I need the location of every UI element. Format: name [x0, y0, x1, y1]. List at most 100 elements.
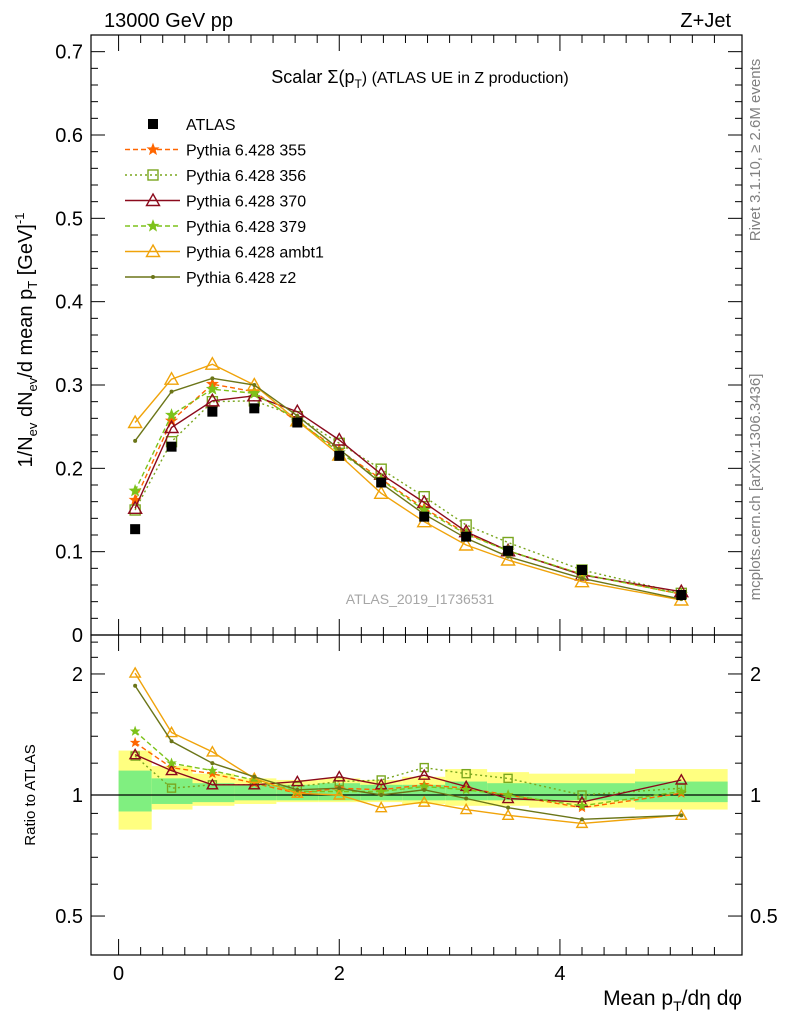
marker-triangle — [205, 778, 219, 790]
legend-label: Pythia 6.428 379 — [186, 219, 306, 236]
marker-dot — [169, 739, 174, 744]
y-tick-label: 0 — [72, 625, 83, 647]
main-panel: Scalar Σ(pT) (ATLAS UE in Z production) … — [12, 67, 569, 607]
band-green-bin — [192, 783, 235, 803]
marker-triangle — [575, 816, 589, 829]
ratio-y-tick-label-right: 0.5 — [750, 906, 778, 928]
marker-star — [166, 761, 177, 773]
marker-dot — [210, 376, 215, 381]
atlas-point — [577, 565, 588, 575]
marker-triangle — [373, 485, 389, 500]
ratio-ylabel: Ratio to ATLAS — [22, 744, 39, 845]
ylabel-g: [GeV] — [15, 224, 37, 281]
marker-triangle — [331, 432, 347, 446]
marker-triangle — [247, 778, 261, 790]
xlabel-a: Mean p — [603, 987, 673, 1010]
marker-triangle — [165, 725, 178, 738]
marker-triangle — [500, 552, 516, 566]
xlabel-b: T — [673, 998, 682, 1014]
marker-triangle — [674, 773, 688, 785]
marker-square — [334, 776, 344, 787]
marker-triangle — [574, 573, 590, 588]
marker-triangle — [204, 356, 221, 370]
atlas-point — [461, 531, 472, 542]
marker-star — [675, 785, 687, 797]
marker-star — [206, 764, 218, 776]
marker-dot — [210, 761, 215, 766]
marker-dot — [169, 389, 174, 394]
marker-triangle — [165, 763, 178, 776]
energy-label: 13000 GeV pp — [104, 10, 233, 32]
marker-triangle — [163, 371, 180, 385]
marker-square — [461, 768, 471, 779]
marker-triangle — [458, 537, 474, 551]
rivet-label: Rivet 3.1.10, ≥ 2.6M events — [747, 59, 764, 242]
marker-square — [503, 773, 513, 784]
marker-dot — [337, 786, 342, 791]
process-label: Z+Jet — [680, 10, 731, 32]
marker-square — [166, 783, 177, 793]
main-y-axis: 0 0.1 0.2 0.3 0.4 0.5 0.6 0.7 — [55, 42, 742, 647]
analysis-watermark: ATLAS_2019_I1736531 — [346, 591, 495, 607]
marker-dot — [679, 813, 684, 818]
x-axis: 0 2 4 — [113, 35, 715, 985]
ratio-y-axis: 0.5 0.5 1 1 2 2 — [55, 641, 778, 956]
x-tick-label: 0 — [113, 963, 124, 985]
title-rest: ) (ATLAS UE in Z production) — [362, 70, 569, 87]
marker-dot — [379, 793, 384, 797]
marker-triangle — [128, 666, 142, 678]
marker-star — [146, 219, 160, 232]
title-main: Scalar Σ(p — [271, 67, 354, 87]
chart-marks: 0 0.1 0.2 0.3 0.4 0.5 0.6 0.7 0 2 4 0.5 0.5 1 1 2 2 ATLAS… — [55, 34, 778, 985]
marker-star — [205, 382, 219, 395]
xlabel-c: /dη dφ — [682, 987, 742, 1010]
atlas-point — [419, 511, 430, 522]
atlas-point — [207, 406, 218, 417]
y-tick-label: 0.5 — [55, 208, 83, 230]
marker-dot — [580, 817, 585, 822]
ratio-line — [134, 685, 682, 821]
legend-entry-1: Pythia 6.428 355 — [125, 143, 306, 160]
marker-triangle — [501, 808, 515, 821]
x-tick-label: 2 — [334, 963, 345, 985]
marker-star — [129, 725, 141, 736]
marker-triangle — [145, 192, 161, 207]
legend-entry-6: Pythia 6.428 z2 — [125, 270, 296, 287]
marker-triangle — [332, 770, 346, 782]
marker-dot — [151, 275, 155, 279]
marker-triangle — [127, 500, 143, 515]
marker-dot — [252, 774, 257, 779]
atlas-point — [676, 590, 687, 600]
mcplots-label: mcplots.cern.ch [arXiv:1306.3436] — [747, 374, 764, 601]
y-tick-label: 0.3 — [55, 375, 83, 397]
marker-triangle — [417, 795, 431, 807]
marker-dot — [295, 787, 300, 792]
ratio-line — [134, 755, 682, 796]
main-ylabel: 1/Nev dNev/d mean pT [GeV]-1 — [12, 213, 40, 468]
x-tick-label: 4 — [554, 963, 565, 985]
band-green-bin — [234, 784, 277, 801]
ylabel-e: /d mean p — [15, 289, 37, 378]
atlas-point — [334, 450, 345, 461]
marker-triangle — [417, 768, 431, 780]
legend: ATLAS Pythia 6.428 355 Pythia 6.428 356 Pyt… — [125, 117, 324, 287]
main-series-3 — [127, 387, 690, 598]
marker-star — [129, 736, 141, 748]
marker-square — [376, 775, 386, 785]
marker-dot — [133, 438, 138, 443]
marker-dot — [337, 447, 342, 452]
legend-label: Pythia 6.428 z2 — [186, 270, 296, 287]
marker-star — [206, 768, 218, 779]
marker-triangle — [127, 414, 143, 429]
ylabel-d: ev — [25, 377, 40, 391]
series-line — [134, 395, 682, 593]
atlas-data-points — [130, 403, 687, 600]
marker-triangle — [204, 392, 221, 407]
atlas-point — [292, 417, 303, 428]
marker-star — [460, 784, 472, 795]
ratio-xlabel: Mean pT/dη dφ — [603, 987, 742, 1014]
marker-square — [577, 790, 587, 800]
marker-dot — [580, 576, 585, 581]
marker-triangle — [374, 801, 388, 813]
